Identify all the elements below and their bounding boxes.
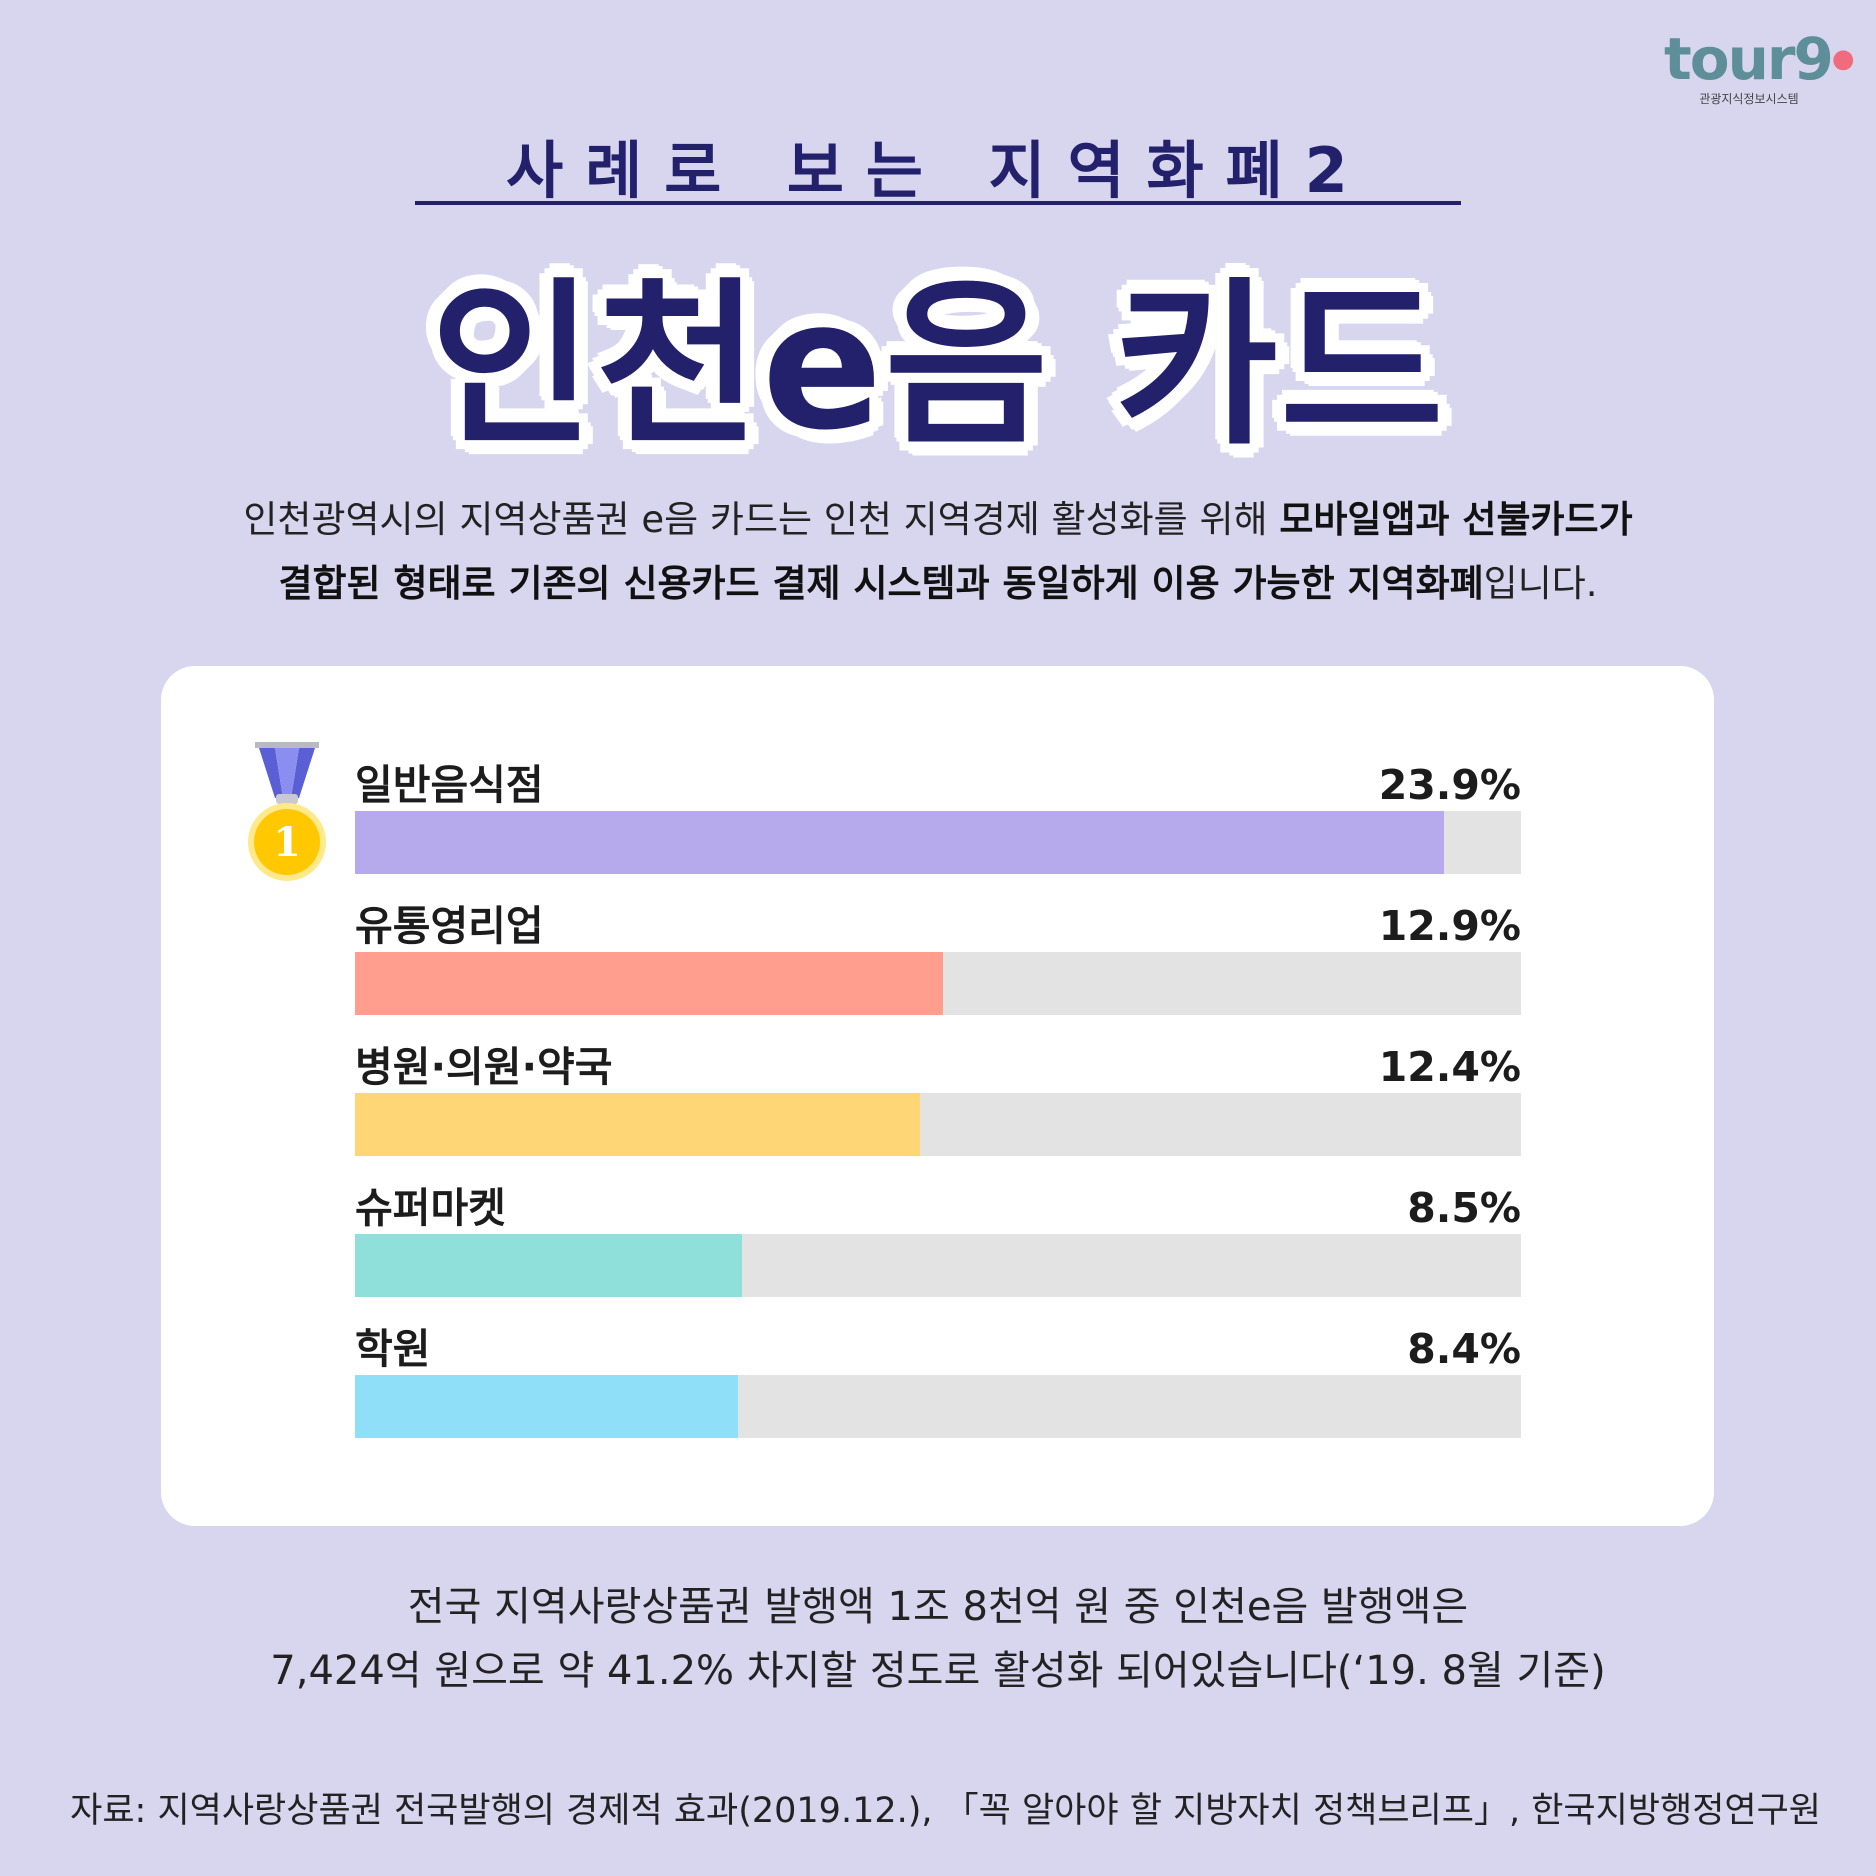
intro-line2-regular: 입니다.	[1483, 562, 1598, 605]
medal-clasp	[276, 794, 298, 804]
value-label: 12.9%	[1378, 902, 1521, 950]
value-label: 23.9%	[1378, 761, 1521, 809]
page-title: 인천e음 카드	[430, 262, 1446, 469]
subtitle-underline	[415, 201, 1461, 205]
stat-line1: 전국 지역사랑상품권 발행액 1조 8천억 원 중 인천e음 발행액은	[407, 1584, 1469, 1630]
category-label: 병원·의원·약국	[355, 1043, 613, 1091]
bar	[355, 1093, 920, 1156]
value-label: 12.4%	[1378, 1043, 1521, 1091]
stat-paragraph: 전국 지역사랑상품권 발행액 1조 8천억 원 중 인천e음 발행액은 7,42…	[100, 1575, 1776, 1703]
intro-line1-regular: 인천광역시의 지역상품권 e음 카드는 인천 지역경제 활성화를 위해	[243, 498, 1280, 541]
medal-number: 1	[273, 819, 301, 866]
value-label: 8.4%	[1407, 1325, 1521, 1373]
bar-track	[355, 811, 1521, 874]
bar	[355, 1234, 742, 1297]
bar-track	[355, 952, 1521, 1015]
category-label: 유통영리업	[355, 902, 544, 950]
bar-track	[355, 1234, 1521, 1297]
intro-line2-bold: 결합된 형태로 기존의 신용카드 결제 시스템과 동일하게 이용 가능한 지역화…	[278, 562, 1484, 605]
category-label: 학원	[355, 1325, 431, 1373]
location-pin-icon: ●	[1831, 44, 1855, 74]
logo-subtitle: 관광지식정보시스템	[1699, 92, 1799, 106]
source-citation: 자료: 지역사랑상품권 전국발행의 경제적 효과(2019.12.), 「꼭 알…	[70, 1791, 1821, 1831]
bar	[355, 1375, 738, 1438]
category-label: 일반음식점	[355, 761, 544, 809]
value-label: 8.5%	[1407, 1184, 1521, 1232]
gold-medal-icon: 1	[248, 742, 326, 881]
bar-track	[355, 1093, 1521, 1156]
bar-track	[355, 1375, 1521, 1438]
intro-paragraph: 인천광역시의 지역상품권 e음 카드는 인천 지역경제 활성화를 위해 모바일앱…	[100, 488, 1776, 616]
medal-bar	[255, 742, 319, 748]
medal-ribbon-center	[275, 748, 299, 798]
logo-word: tour9	[1664, 25, 1834, 93]
tour9-logo: tour9● 관광지식정보시스템	[1664, 25, 1854, 107]
stat-line2: 7,424억 원으로 약 41.2% 차지할 정도로 활성화 되어있습니다(‘1…	[270, 1648, 1606, 1694]
bar	[355, 952, 943, 1015]
medal-disc	[254, 809, 320, 875]
category-label: 슈퍼마켓	[355, 1184, 506, 1232]
section-subtitle: 사례로 보는 지역화폐2	[506, 134, 1370, 207]
logo-wordmark: tour9●	[1664, 25, 1854, 93]
intro-line1-bold: 모바일앱과 선불카드가	[1279, 498, 1633, 541]
bar	[355, 811, 1444, 874]
